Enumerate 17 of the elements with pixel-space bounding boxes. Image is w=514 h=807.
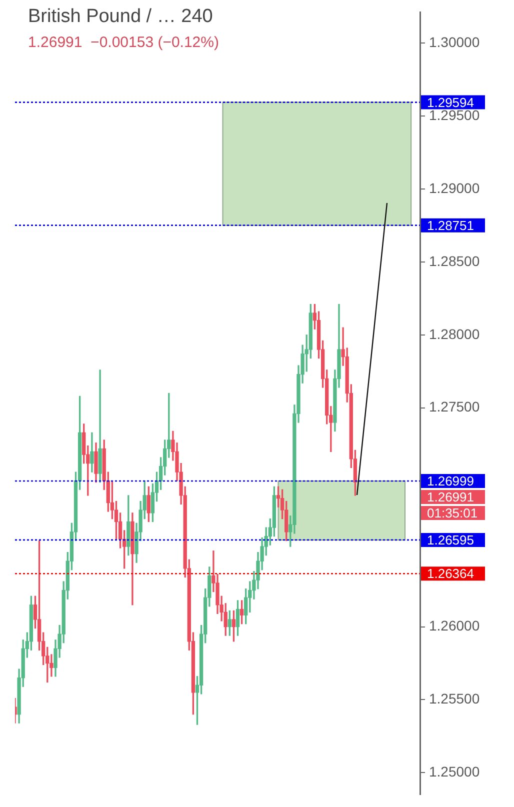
text: 01:35:01 — [427, 506, 478, 521]
y-tick-label: 1.29000 — [429, 180, 480, 196]
ref-line-label: 1.28751 — [427, 218, 474, 233]
text: 1.26991 — [427, 490, 474, 505]
ref-line-label: 1.26999 — [427, 474, 474, 489]
y-tick-label: 1.25000 — [429, 764, 480, 780]
y-tick-label: 1.30000 — [429, 34, 480, 50]
y-tick-label: 1.26000 — [429, 618, 480, 634]
y-tick-label: 1.27500 — [429, 398, 480, 415]
candlestick — [98, 370, 102, 483]
text: 1.26991 −0.00153 (−0.12%) — [28, 34, 219, 51]
y-tick-label: 1.25500 — [429, 690, 480, 707]
chart-title: British Pound / … 240 — [28, 6, 214, 28]
ref-line-label: 1.26595 — [427, 532, 474, 548]
ref-line-label: 1.26364 — [427, 566, 474, 582]
y-tick-label: 1.28000 — [429, 326, 480, 342]
y-tick-label: 1.28500 — [429, 252, 480, 269]
